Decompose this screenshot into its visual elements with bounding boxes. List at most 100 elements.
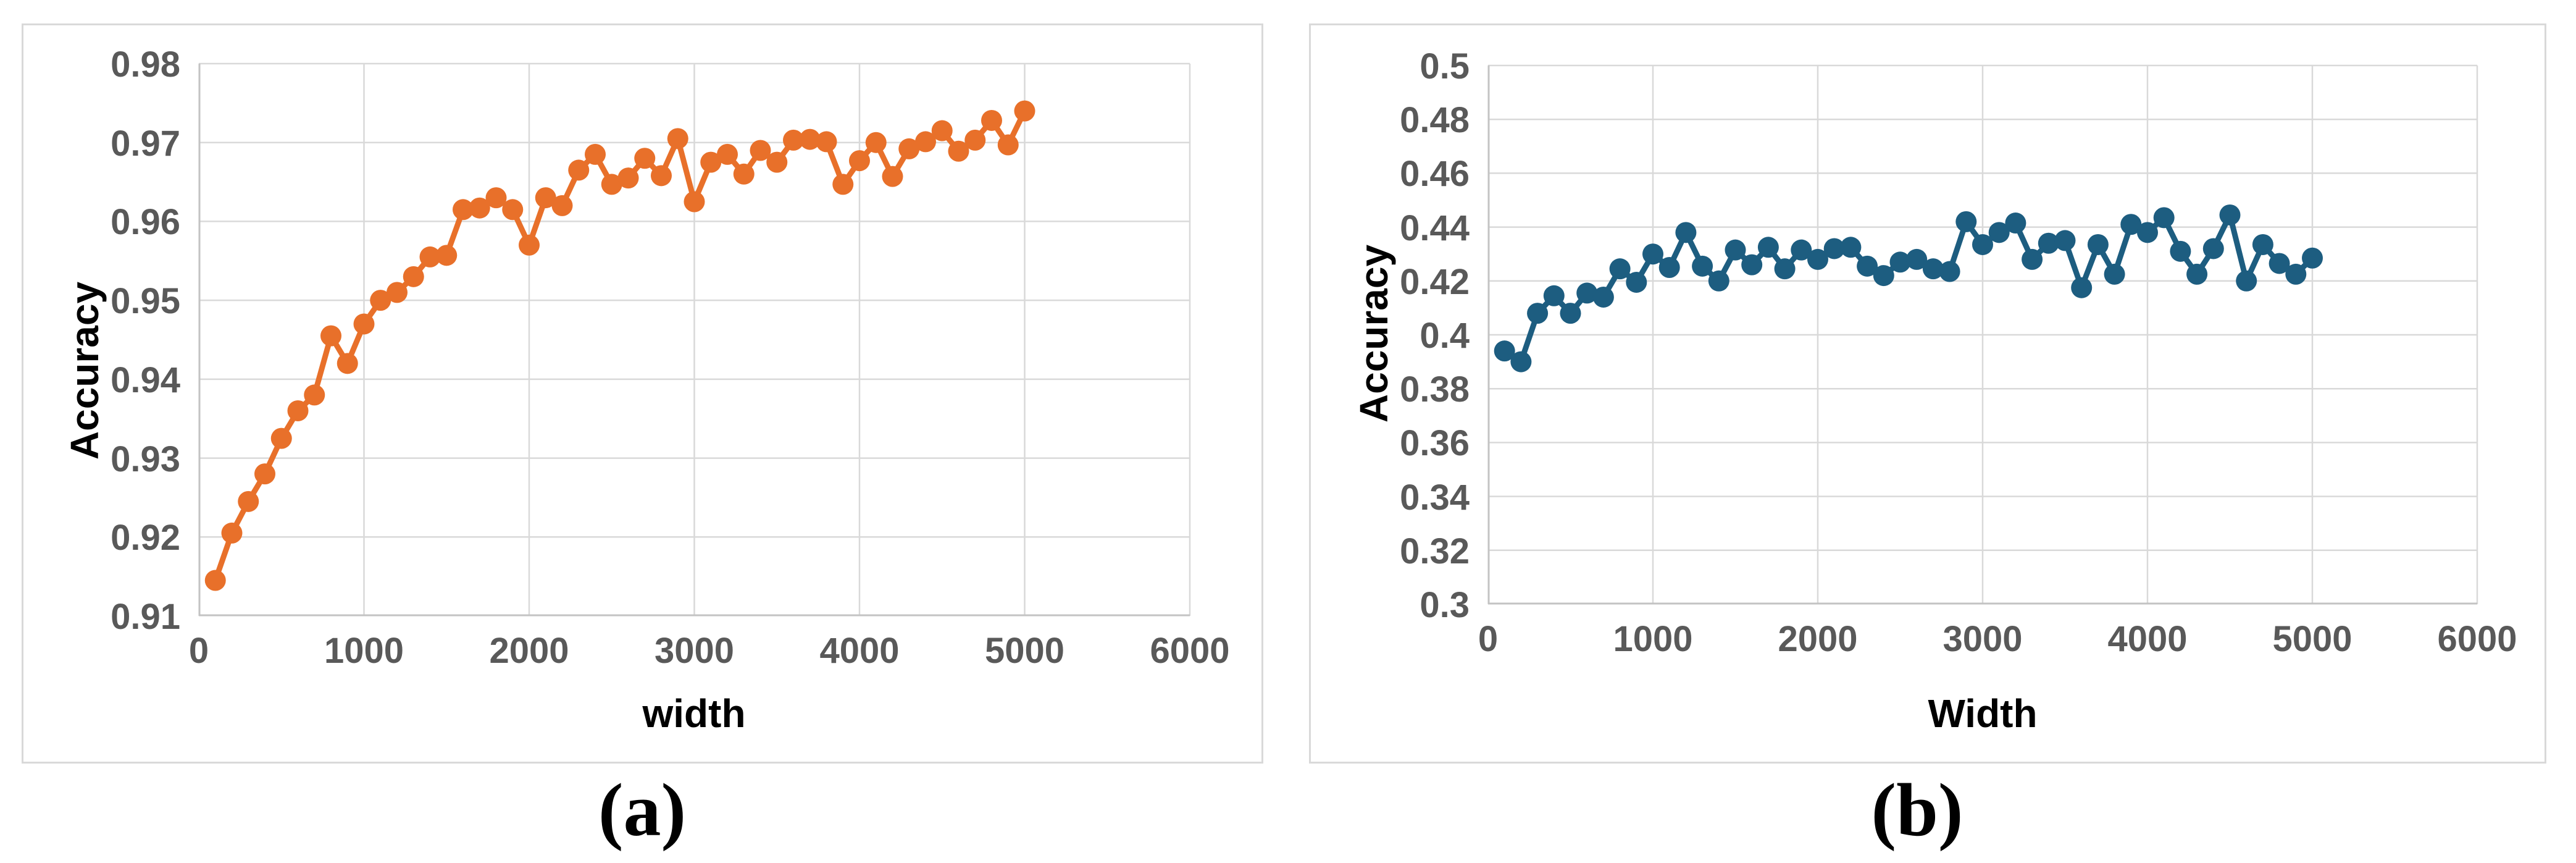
data-point-marker (1708, 270, 1729, 292)
x-tick-label: 5000 (984, 631, 1065, 671)
data-point-marker (766, 151, 788, 173)
data-point-marker (783, 129, 804, 151)
y-tick-label: 0.38 (1400, 369, 1470, 410)
data-point-marker (1494, 340, 1515, 362)
data-point-marker (931, 120, 953, 141)
data-point-marker (502, 199, 524, 221)
data-point-marker (1955, 211, 1977, 232)
data-point-marker (601, 174, 622, 195)
data-point-marker (964, 129, 986, 151)
data-point-marker (849, 150, 870, 172)
x-tick-label: 3000 (1942, 619, 2023, 659)
x-tick-label: 6000 (2437, 619, 2517, 659)
data-point-marker (750, 140, 771, 161)
data-point-marker (2202, 238, 2224, 259)
y-tick-label: 0.92 (111, 518, 180, 558)
data-point-marker (304, 384, 325, 406)
data-point-marker (1626, 271, 1647, 293)
data-point-marker (700, 151, 722, 173)
data-point-marker (1642, 243, 1663, 265)
y-tick-label: 0.95 (111, 281, 180, 322)
y-tick-label: 0.98 (111, 44, 180, 85)
data-point-marker (353, 313, 375, 335)
data-point-marker (2252, 234, 2273, 255)
data-point-marker (568, 159, 590, 181)
chart-b-x-axis-title: Width (1928, 691, 2038, 736)
chart-a-plot-area (198, 62, 1191, 617)
data-point-marker (419, 246, 441, 267)
y-tick-label: 0.4 (1420, 316, 1470, 356)
chart-b-panel (1309, 23, 2546, 764)
data-point-marker (2104, 263, 2125, 285)
data-point-marker (2186, 263, 2208, 285)
data-point-marker (981, 109, 1002, 131)
data-point-marker (436, 245, 458, 266)
data-point-marker (337, 353, 358, 374)
data-point-marker (799, 128, 821, 150)
data-point-marker (469, 197, 490, 219)
data-point-marker (1527, 303, 1549, 324)
data-point-marker (816, 131, 837, 153)
data-point-marker (634, 148, 656, 169)
y-tick-label: 0.96 (111, 202, 180, 243)
data-point-marker (1823, 238, 1845, 259)
data-point-marker (717, 143, 738, 165)
data-point-marker (1741, 254, 1763, 276)
data-point-marker (1791, 239, 1812, 261)
data-point-marker (2038, 232, 2059, 254)
data-point-marker (1609, 258, 1631, 280)
data-point-marker (865, 132, 887, 153)
data-point-marker (1873, 265, 1894, 287)
data-point-marker (2071, 277, 2093, 298)
data-point-marker (585, 143, 606, 165)
y-tick-label: 0.44 (1400, 208, 1470, 248)
data-point-marker (287, 400, 309, 421)
data-point-marker (2137, 222, 2158, 243)
y-tick-label: 0.34 (1400, 477, 1470, 518)
data-point-marker (2219, 204, 2241, 225)
y-tick-label: 0.91 (111, 597, 180, 637)
data-point-marker (1014, 100, 1035, 122)
data-point-marker (254, 463, 275, 485)
data-point-marker (898, 138, 920, 159)
data-point-marker (2054, 230, 2076, 251)
x-tick-label: 0 (188, 631, 209, 671)
data-point-marker (2269, 253, 2290, 274)
y-tick-label: 0.48 (1400, 100, 1470, 141)
y-tick-label: 0.94 (111, 360, 180, 400)
x-tick-label: 0 (1478, 619, 1499, 659)
data-point-marker (1675, 222, 1697, 243)
data-point-marker (651, 165, 672, 187)
data-point-marker (1906, 248, 1928, 270)
x-tick-label: 1000 (324, 631, 404, 671)
data-point-marker (832, 174, 854, 195)
data-point-marker (882, 166, 903, 187)
x-tick-label: 4000 (2107, 619, 2188, 659)
data-point-marker (2153, 207, 2175, 229)
data-point-marker (2087, 234, 2109, 255)
data-point-marker (2302, 247, 2323, 269)
y-tick-label: 0.93 (111, 439, 180, 479)
data-point-marker (2022, 248, 2043, 270)
x-tick-label: 1000 (1613, 619, 1693, 659)
data-point-marker (1889, 251, 1911, 273)
y-tick-label: 0.46 (1400, 154, 1470, 195)
data-point-marker (1988, 222, 2010, 243)
data-point-marker (1972, 234, 1993, 255)
data-point-marker (551, 195, 573, 216)
y-tick-label: 0.36 (1400, 423, 1470, 464)
data-point-marker (997, 134, 1019, 156)
data-point-marker (1560, 303, 1581, 324)
data-point-marker (1692, 255, 1713, 277)
data-point-marker (1939, 261, 1960, 282)
data-point-marker (1592, 286, 1614, 308)
data-point-marker (320, 325, 341, 347)
data-point-marker (370, 290, 391, 311)
data-point-marker (403, 266, 424, 287)
data-point-marker (1725, 239, 1746, 261)
data-point-marker (2236, 270, 2257, 292)
data-point-marker (1807, 248, 1828, 270)
data-point-marker (535, 187, 556, 209)
data-point-marker (1658, 257, 1680, 278)
chart-b-plot-area (1487, 64, 2478, 605)
